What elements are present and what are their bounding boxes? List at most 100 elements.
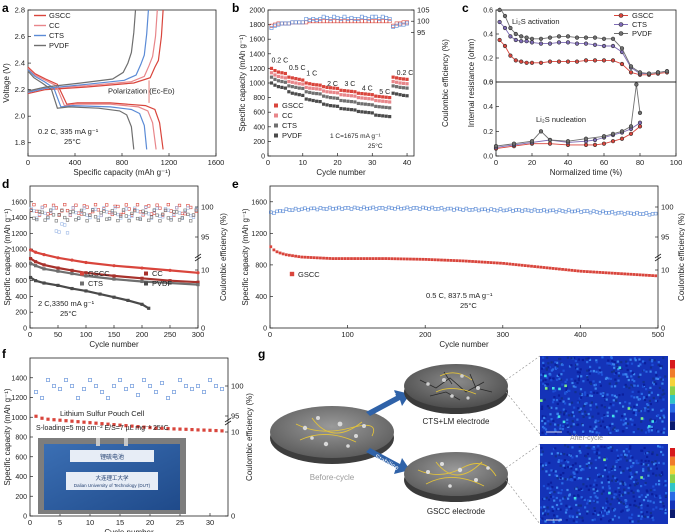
- eds-map-pixel: [609, 377, 613, 380]
- ce-point-d: [46, 212, 50, 216]
- ce-point-e: [616, 211, 621, 215]
- eds-map-pixel: [584, 410, 587, 413]
- capacity-point-e: [424, 257, 428, 261]
- y-tick-label-chart-d: 1600: [11, 199, 27, 206]
- eds-map-pixel: [596, 406, 599, 409]
- ce-point-e: [489, 207, 493, 211]
- ce-point-f: [208, 378, 212, 382]
- eds-map-pixel: [568, 365, 572, 368]
- after-cycle-label: After-cycle: [570, 435, 603, 442]
- y2-tick-label-low-chart-d: 0: [201, 324, 205, 333]
- ce-point-f: [190, 387, 194, 391]
- eds-map-pixel: [654, 460, 657, 463]
- x-tick-label-c: 40: [564, 158, 572, 167]
- eds-map-pixel: [565, 388, 568, 391]
- capacity-point-cts: [328, 96, 333, 100]
- capacity-point-cts: [374, 104, 378, 108]
- eds-map-pixel: [589, 365, 592, 368]
- ce-point-gscc-ce: [304, 20, 309, 25]
- eds-map-pixel: [640, 517, 643, 520]
- y-tick-label-c-top: 0.2: [483, 56, 493, 63]
- eds-map-pixel: [549, 413, 552, 416]
- legend-label-c: PVDF: [632, 29, 652, 38]
- ce-point-e: [331, 207, 335, 211]
- eds-map-pixel: [616, 364, 619, 367]
- eds-map-pixel: [661, 393, 664, 396]
- eds-map-pixel: [595, 403, 598, 406]
- eds-map-pixel: [568, 432, 571, 435]
- eds-map-pixel: [626, 375, 629, 378]
- capacity-point-pvdf: [391, 91, 395, 95]
- eds-map-pixel: [560, 373, 563, 376]
- eds-map-pixel: [559, 499, 562, 502]
- capacity-point-gscc: [315, 83, 319, 87]
- capacity-point-e: [551, 267, 555, 270]
- capacity-point-e: [464, 259, 468, 263]
- chart-c-internal-resistance: 0 20 40 60 80 1000.00.20.40.60.00.20.40.6Norm…: [467, 7, 682, 177]
- resistance-point-top-pvdf: [628, 64, 634, 69]
- capacity-point-e: [514, 263, 518, 267]
- capacity-point-gscc: [405, 77, 409, 81]
- capacity-point-pvdf: [269, 81, 274, 85]
- legend-marker-b: [274, 113, 278, 118]
- ce-point-d: [91, 208, 95, 212]
- eds-map-pixel: [625, 385, 628, 388]
- eds-map-pixel: [590, 401, 593, 404]
- capacity-point-e: [272, 248, 276, 252]
- eds-map-pixel: [575, 468, 578, 471]
- eds-map-pixel: [561, 477, 564, 480]
- y2-tick-label-low-chart-e: 10: [661, 266, 669, 275]
- eds-map-pixel: [560, 397, 563, 400]
- eds-map-pixel: [578, 488, 581, 491]
- panel-label-a: a: [2, 1, 9, 15]
- capacity-point-e: [371, 257, 375, 260]
- eds-map-pixel: [605, 502, 608, 505]
- capacity-point-pvdf: [34, 279, 38, 283]
- eds-map-pixel: [648, 394, 651, 397]
- eds-map-pixel: [646, 452, 649, 455]
- capacity-point-gscc: [360, 91, 364, 96]
- capacity-point-gscc: [283, 71, 287, 76]
- capacity-point-f: [130, 424, 134, 428]
- ce-point-f: [160, 381, 164, 385]
- eds-map-pixel: [622, 373, 625, 376]
- eds-color-scale: [670, 412, 675, 422]
- y-tick-label-chart-e: 0: [263, 326, 267, 333]
- capacity-point-gscc: [70, 258, 74, 262]
- gscc-electrode-label: GSCC electrode: [427, 507, 486, 516]
- eds-map-pixel: [637, 514, 640, 517]
- capacity-point-f: [184, 427, 188, 431]
- eds-map-pixel: [642, 499, 646, 502]
- ce-point-e: [309, 206, 313, 211]
- ce-point-d: [163, 207, 168, 211]
- eds-map-pixel: [598, 451, 601, 454]
- ce-point-d: [169, 209, 173, 213]
- ce-point-e: [442, 207, 447, 212]
- eds-map-pixel: [618, 501, 621, 505]
- resistance-point-top-pvdf: [502, 13, 508, 19]
- legend-label-a: GSCC: [49, 11, 71, 20]
- ce-point-cts-ce: [401, 22, 406, 27]
- ce-point-e: [455, 206, 459, 211]
- eds-map-pixel: [576, 382, 579, 385]
- y2-axis-label-chart-d: Coulombic efficiency (%): [219, 213, 228, 301]
- capacity-point-f: [208, 428, 212, 432]
- ce-point-cts-ce: [391, 24, 396, 29]
- ce-point-d: [191, 213, 196, 217]
- eds-map-pixel: [631, 456, 634, 459]
- resistance-point-top-pvdf: [574, 35, 580, 40]
- eds-map-pixel: [645, 370, 648, 373]
- eds-map-pixel: [640, 511, 643, 514]
- capacity-point-cc: [356, 96, 360, 100]
- eds-map-pixel: [578, 410, 581, 414]
- ce-point-cts-ce: [293, 20, 298, 25]
- x-tick-label-a: 0: [26, 158, 30, 167]
- ce-point-e: [328, 205, 332, 210]
- capacity-point-e: [300, 255, 304, 259]
- capacity-point-cts: [280, 79, 284, 84]
- eds-map-pixel: [549, 481, 553, 484]
- ce-point-d: [177, 211, 182, 215]
- ce-point-e: [647, 213, 652, 217]
- eds-map-pixel: [662, 398, 665, 401]
- eds-map-pixel: [578, 409, 581, 412]
